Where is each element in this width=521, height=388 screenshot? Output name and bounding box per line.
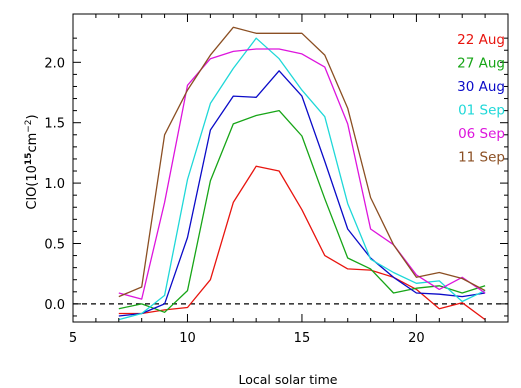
series-line-11-sep xyxy=(118,26,486,298)
legend-entry-06-sep: 06 Sep xyxy=(458,126,505,142)
legend-entry-22-aug: 22 Aug xyxy=(457,32,505,48)
y-tick-label: 1.0 xyxy=(44,177,65,192)
legend-entry-11-sep: 11 Sep xyxy=(458,150,505,166)
series-line-22-aug xyxy=(118,165,486,321)
legend-entry-27-aug: 27 Aug xyxy=(457,56,505,72)
series-layer xyxy=(118,26,486,321)
x-tick-label: 5 xyxy=(69,331,77,346)
legend: 22 Aug 27 Aug 30 Aug 01 Sep 06 Sep 11 Sep xyxy=(457,32,505,166)
axis-layer: 5 10 15 20 0.0 0.5 1.0 1.5 2.0 xyxy=(44,13,509,346)
x-axis-label: Local solar time xyxy=(238,372,337,387)
series-line-30-aug xyxy=(118,70,486,317)
y-axis-label: ClO(1015cm−2) xyxy=(24,114,40,209)
y-tick-label: 0.5 xyxy=(44,237,65,252)
legend-entry-30-aug: 30 Aug xyxy=(457,79,505,95)
y-tick-label: 1.5 xyxy=(44,117,65,132)
x-tick-label: 10 xyxy=(179,331,196,346)
series-line-06-sep xyxy=(118,48,486,300)
y-axis-label-unit: cm xyxy=(25,133,40,153)
x-tick-label: 20 xyxy=(408,331,425,346)
y-axis-label-unit-exponent: −2 xyxy=(24,119,34,132)
y-tick-label: 2.0 xyxy=(44,56,65,71)
y-tick-label: 0.0 xyxy=(44,298,65,313)
y-axis-label-exponent: 15 xyxy=(24,153,34,166)
legend-entry-01-sep: 01 Sep xyxy=(458,103,505,119)
y-axis-label-main: ClO(10 xyxy=(25,165,40,210)
series-line-01-sep xyxy=(118,37,486,321)
plot-frame xyxy=(72,13,509,323)
y-axis-label-close: ) xyxy=(25,114,40,119)
series-line-27-aug xyxy=(118,109,486,313)
x-tick-label: 15 xyxy=(294,331,311,346)
